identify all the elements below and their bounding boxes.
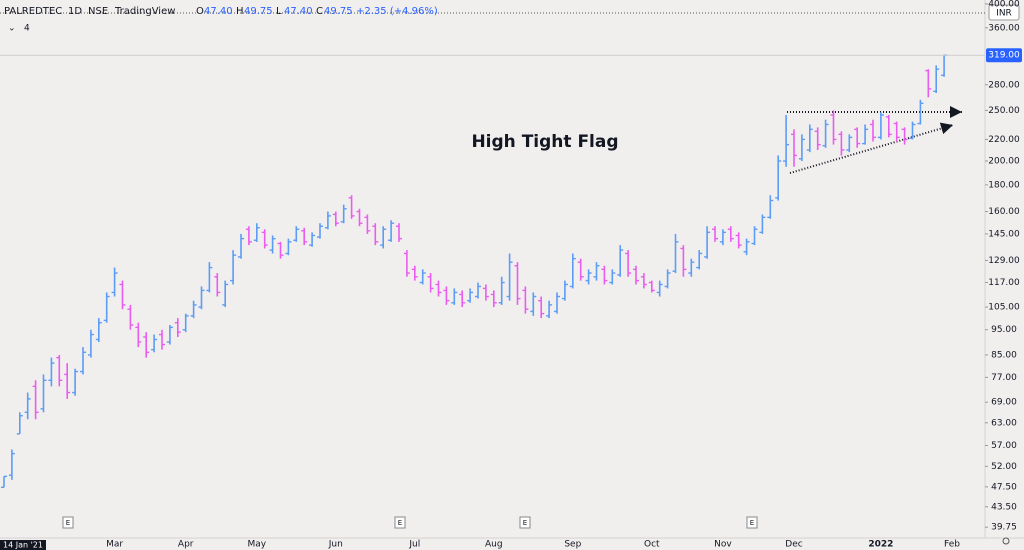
- price-axis: [985, 0, 1024, 550]
- x-tick-label: Oct: [644, 540, 660, 550]
- earnings-label[interactable]: E: [398, 519, 402, 527]
- y-tick-label: 180.00: [988, 180, 1020, 190]
- y-tick-label: 105.00: [988, 303, 1020, 313]
- y-tick-label: 220.00: [988, 135, 1020, 145]
- y-tick-label: 63.00: [991, 418, 1017, 428]
- legend-key: C: [316, 6, 323, 17]
- y-tick-label: 43.50: [991, 502, 1017, 512]
- x-tick-label: 2022: [868, 540, 893, 550]
- exchange: NSE: [88, 6, 108, 17]
- trend-line: [789, 122, 954, 174]
- legend-value: 47.40: [204, 6, 233, 17]
- earnings-box[interactable]: [62, 516, 74, 529]
- settings-icon[interactable]: [1002, 537, 1010, 545]
- y-tick-label: 250.00: [988, 106, 1020, 116]
- x-tick-label: Aug: [485, 540, 503, 550]
- x-tick-label: Mar: [106, 540, 123, 550]
- y-tick-label: 95.00: [991, 325, 1017, 335]
- legend-change: +2.35 (+4.96%): [356, 6, 438, 17]
- y-tick-label: 145.00: [988, 229, 1020, 239]
- annotation: High Tight Flag: [471, 132, 618, 152]
- y-tick-label: 47.50: [991, 482, 1017, 492]
- legend-key: H: [236, 6, 244, 17]
- interval: 1D: [68, 6, 82, 17]
- y-tick-label: 280.00: [988, 80, 1020, 90]
- y-tick-label: 117.00: [988, 278, 1020, 288]
- earnings-box[interactable]: [746, 516, 758, 529]
- indicator-count[interactable]: 4: [24, 24, 30, 34]
- earnings-label[interactable]: E: [66, 519, 70, 527]
- cursor-label-box: [0, 540, 46, 550]
- x-tick-label: Nov: [714, 540, 732, 550]
- last-price-label: 319.00: [988, 51, 1020, 61]
- legend-value: 49.75: [244, 6, 273, 17]
- x-tick-label: Sep: [564, 540, 581, 550]
- legend-key: L: [276, 6, 282, 17]
- y-tick-label: 400.00: [988, 0, 1020, 9]
- y-tick-label: 69.00: [991, 398, 1017, 408]
- x-tick-label: Apr: [178, 540, 194, 550]
- y-tick-label: 52.00: [991, 462, 1017, 472]
- source: TradingView: [114, 6, 175, 17]
- y-tick-label: 200.00: [988, 157, 1020, 167]
- collapse-icon[interactable]: ⌄: [8, 24, 16, 34]
- y-tick-label: 85.00: [991, 350, 1017, 360]
- earnings-box[interactable]: [519, 516, 531, 529]
- y-tick-label: 77.00: [991, 373, 1017, 383]
- x-tick-label: Dec: [785, 540, 802, 550]
- y-tick-label: 360.00: [988, 23, 1020, 33]
- last-price-box: [986, 48, 1022, 63]
- x-tick-label: Jun: [328, 540, 343, 550]
- legend-value: 47.40: [284, 6, 313, 17]
- symbol: PALREDTEC: [4, 6, 62, 17]
- y-tick-label: 160.00: [988, 207, 1020, 217]
- x-tick-label: Jul: [408, 540, 420, 550]
- x-tick-label: May: [247, 540, 266, 550]
- earnings-markers: E E E E: [62, 516, 758, 529]
- currency[interactable]: INR: [996, 9, 1012, 19]
- cursor-date: 14 Jan '21: [3, 541, 43, 550]
- currency-button[interactable]: [988, 4, 1020, 21]
- x-tick-label: Feb: [944, 540, 960, 550]
- y-tick-label: 57.00: [991, 441, 1017, 451]
- earnings-box[interactable]: [394, 516, 406, 529]
- earnings-label[interactable]: E: [750, 519, 754, 527]
- legend-value: 49.75: [324, 6, 353, 17]
- y-tick-label: 39.75: [991, 523, 1017, 533]
- legend-key: O: [196, 6, 204, 17]
- earnings-label[interactable]: E: [523, 519, 527, 527]
- y-tick-label: 129.00: [988, 256, 1020, 266]
- bars: [1, 54, 948, 489]
